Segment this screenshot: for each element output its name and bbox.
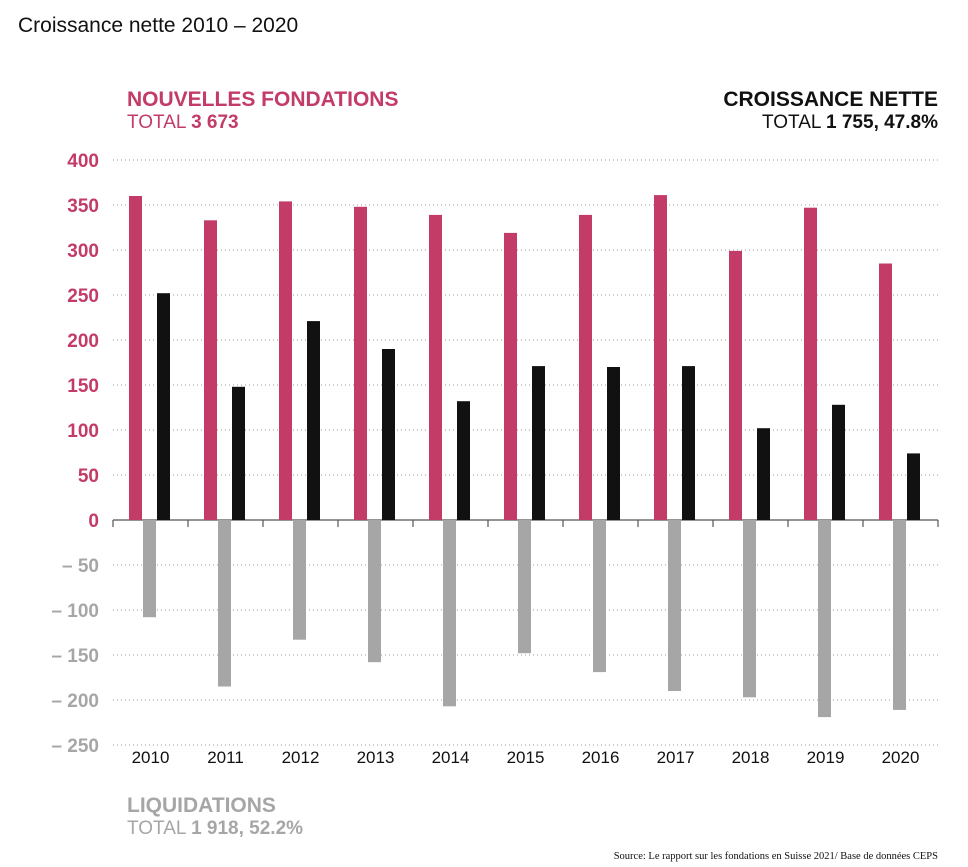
legend-liq-total-prefix: TOTAL <box>127 818 192 840</box>
bar-net-growth <box>682 366 695 520</box>
bar-new-foundations <box>279 201 292 520</box>
legend-new-total-prefix: TOTAL <box>127 112 192 134</box>
y-tick-label: 0 <box>88 511 99 532</box>
legend-net-total-suffix: , 47.8% <box>873 112 938 134</box>
bar-liquidations <box>518 520 531 654</box>
x-tick-label: 2014 <box>432 748 470 767</box>
y-tick-label: 150 <box>67 376 99 397</box>
bar-new-foundations <box>204 220 217 521</box>
bar-net-growth <box>232 386 245 520</box>
bar-liquidations <box>218 520 231 687</box>
bar-new-foundations <box>879 263 892 520</box>
y-tick-label: 100 <box>67 421 99 442</box>
bar-new-foundations <box>129 196 142 520</box>
y-tick-label: – 250 <box>51 736 99 757</box>
x-tick-label: 2018 <box>732 748 770 767</box>
bar-net-growth <box>157 293 170 520</box>
y-tick-label: 50 <box>78 466 99 487</box>
bar-net-growth <box>757 428 770 520</box>
y-tick-label: – 150 <box>51 646 99 667</box>
source-note: Source: Le rapport sur les fondations en… <box>613 851 938 862</box>
bar-new-foundations <box>429 214 442 520</box>
y-tick-label: 400 <box>67 151 99 172</box>
y-tick-label: – 100 <box>51 601 99 622</box>
bar-liquidations <box>818 520 831 718</box>
y-tick-label: 250 <box>67 286 99 307</box>
x-tick-label: 2015 <box>507 748 545 767</box>
bar-net-growth <box>532 366 545 520</box>
legend-liq-total-value: 1 918 <box>191 818 239 840</box>
bar-liquidations <box>743 520 756 698</box>
bar-new-foundations <box>729 250 742 520</box>
legend-liq-total: TOTAL 1 918, 52.2% <box>127 818 303 841</box>
x-tick-label: 2020 <box>882 748 920 767</box>
x-tick-label: 2012 <box>282 748 320 767</box>
y-tick-label: – 200 <box>51 691 99 712</box>
y-tick-label: – 50 <box>62 556 99 577</box>
bar-net-growth <box>382 349 395 520</box>
legend-new-foundations: NOUVELLES FONDATIONS TOTAL 3 673 <box>127 87 398 135</box>
legend-liquidations: LIQUIDATIONS TOTAL 1 918, 52.2% <box>127 793 303 841</box>
x-tick-label: 2010 <box>132 748 170 767</box>
bar-liquidations <box>893 520 906 710</box>
legend-new-total-value: 3 673 <box>191 112 239 134</box>
y-tick-label: 300 <box>67 241 99 262</box>
bar-liquidations <box>668 520 681 691</box>
bar-liquidations <box>593 520 606 673</box>
bar-net-growth <box>607 367 620 520</box>
bar-new-foundations <box>654 195 667 520</box>
bar-liquidations <box>293 520 306 640</box>
bar-new-foundations <box>579 214 592 520</box>
legend-net-label: CROISSANCE NETTE <box>723 88 938 111</box>
bar-net-growth <box>307 321 320 520</box>
legend-liq-label: LIQUIDATIONS <box>127 794 276 817</box>
bar-liquidations <box>443 520 456 707</box>
bar-new-foundations <box>504 232 517 520</box>
legend-net-total-value: 1 755 <box>826 112 874 134</box>
legend-new-total: TOTAL 3 673 <box>127 112 398 135</box>
legend-net-total-prefix: TOTAL <box>761 112 827 134</box>
page-title: Croissance nette 2010 – 2020 <box>18 14 299 37</box>
bar-liquidations <box>368 520 381 663</box>
bar-new-foundations <box>354 206 367 521</box>
x-tick-label: 2011 <box>207 748 244 767</box>
x-tick-label: 2019 <box>807 748 845 767</box>
legend-liq-total-suffix: , 52.2% <box>238 818 304 840</box>
legend-net-growth: CROISSANCE NETTE TOTAL 1 755, 47.8% <box>723 87 938 135</box>
legend-new-label: NOUVELLES FONDATIONS <box>127 88 399 111</box>
x-tick-label: 2017 <box>657 748 695 767</box>
bar-net-growth <box>907 453 920 520</box>
bar-net-growth <box>457 401 470 520</box>
bar-net-growth <box>832 404 845 520</box>
bar-liquidations <box>143 520 156 618</box>
x-tick-label: 2016 <box>582 748 620 767</box>
bar-new-foundations <box>804 207 817 520</box>
y-tick-label: 200 <box>67 331 99 352</box>
y-tick-label: 350 <box>67 196 99 217</box>
x-tick-label: 2013 <box>357 748 395 767</box>
legend-net-total: TOTAL 1 755, 47.8% <box>723 112 938 135</box>
